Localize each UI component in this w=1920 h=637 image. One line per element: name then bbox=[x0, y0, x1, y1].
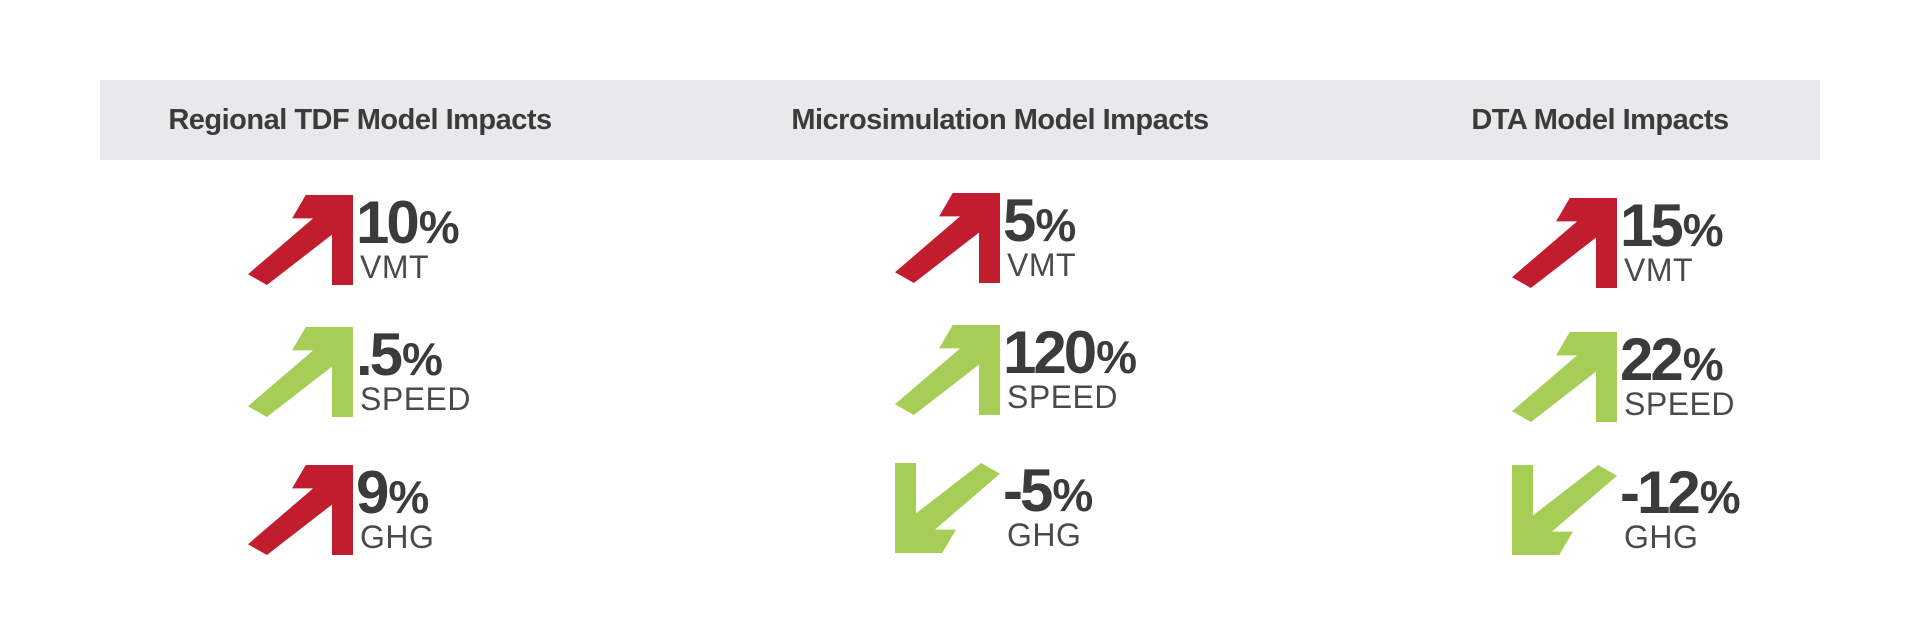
arrow-down-left-icon bbox=[895, 463, 1000, 553]
metric-label: GHG bbox=[1624, 519, 1699, 555]
arrow-up-right-icon bbox=[895, 325, 1000, 415]
metric-value: 120% bbox=[1003, 319, 1138, 386]
arrow-down-left-icon bbox=[1512, 465, 1617, 555]
metric-value: 10% bbox=[356, 189, 460, 256]
metric-label: SPEED bbox=[360, 381, 471, 417]
arrow-up-right-icon bbox=[895, 193, 1000, 283]
metric-label: GHG bbox=[360, 519, 435, 555]
metric-label: VMT bbox=[1624, 252, 1694, 288]
metric-value: 22% bbox=[1620, 326, 1724, 393]
metric-value: 5% bbox=[1003, 187, 1077, 254]
metric-label: GHG bbox=[1007, 517, 1082, 553]
arrow-up-right-icon bbox=[248, 327, 353, 417]
metric-label: SPEED bbox=[1007, 379, 1118, 415]
metric-label: SPEED bbox=[1624, 386, 1735, 422]
column-title-microsimulation: Microsimulation Model Impacts bbox=[791, 104, 1209, 136]
arrow-up-right-icon bbox=[1512, 332, 1617, 422]
metric-label: VMT bbox=[360, 249, 430, 285]
column-title-regional-tdf: Regional TDF Model Impacts bbox=[168, 104, 552, 136]
arrow-up-right-icon bbox=[1512, 198, 1617, 288]
metric-value: .5% bbox=[356, 321, 443, 388]
metric-value: 15% bbox=[1620, 192, 1724, 259]
header-band bbox=[100, 80, 1820, 160]
arrow-up-right-icon bbox=[248, 465, 353, 555]
metric-value: 9% bbox=[356, 459, 430, 526]
metric-label: VMT bbox=[1007, 247, 1077, 283]
metric-value: -12% bbox=[1620, 459, 1741, 526]
metric-value: -5% bbox=[1003, 457, 1094, 524]
arrow-up-right-icon bbox=[248, 195, 353, 285]
column-title-dta: DTA Model Impacts bbox=[1471, 104, 1729, 136]
